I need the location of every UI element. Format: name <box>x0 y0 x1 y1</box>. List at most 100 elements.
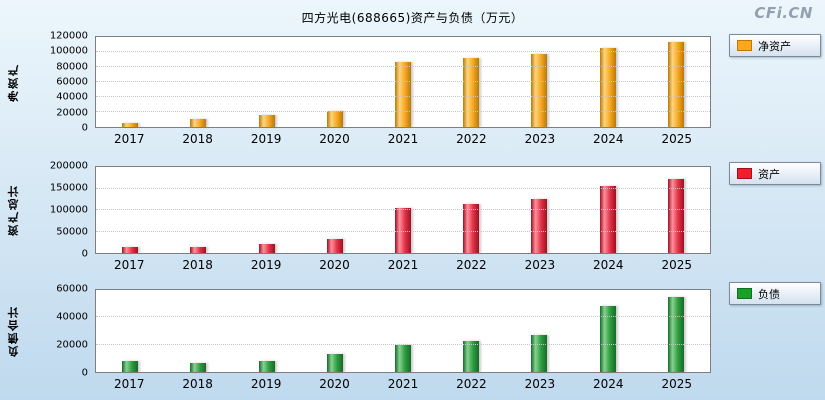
x-tick-label: 2020 <box>319 132 350 146</box>
bars-container <box>96 290 710 372</box>
x-axis-labels: 2017 2018 2019 2020 2021 2022 2023 2024 2025 <box>95 377 711 393</box>
y-axis-title: 净资产 <box>7 62 20 102</box>
x-tick-label: 2017 <box>113 132 145 146</box>
bar-slot <box>369 290 437 372</box>
x-tick-label: 2024 <box>593 377 624 391</box>
y-axis-ticks: 0 50000 100000 150000 200000 <box>34 161 92 260</box>
bar-2020 <box>326 110 343 127</box>
y-tick-label: 20000 <box>56 107 88 119</box>
bar-slot <box>96 37 164 127</box>
bar-2019 <box>258 115 275 127</box>
bar-2018 <box>190 246 207 253</box>
x-tick-label: 2018 <box>182 132 213 146</box>
x-tick-label: 2019 <box>250 258 282 272</box>
bar-slot <box>301 167 369 253</box>
gridline <box>96 81 710 82</box>
bar-2017 <box>122 122 139 127</box>
x-tick-label: 2025 <box>661 258 692 272</box>
plot-area <box>95 166 711 254</box>
x-tick-label: 2021 <box>387 258 419 272</box>
gridline <box>96 230 710 232</box>
bar-2025 <box>667 179 684 253</box>
bar-2018 <box>190 118 207 127</box>
bar-2022 <box>463 203 480 253</box>
bar-2021 <box>394 345 411 372</box>
y-axis-title-box: 净资产 <box>6 36 22 128</box>
x-tick-label: 2023 <box>524 377 556 391</box>
legend: 负债 <box>729 282 821 305</box>
y-axis-title-box: 负债合计 <box>6 289 22 373</box>
bar-slot <box>164 167 232 253</box>
gridline <box>96 187 710 189</box>
bar-slot <box>505 290 573 372</box>
bar-2024 <box>599 47 616 127</box>
x-tick-label: 2021 <box>387 377 419 391</box>
y-tick-label: 200000 <box>49 160 88 172</box>
y-tick-label: 60000 <box>56 283 88 295</box>
x-tick-label: 2022 <box>456 132 487 146</box>
x-axis-labels: 2017 2018 2019 2020 2021 2022 2023 2024 2025 <box>95 258 711 274</box>
cfi-logo: CFi.CN <box>754 4 813 22</box>
legend-swatch <box>737 288 752 299</box>
plot-area <box>95 36 711 128</box>
y-axis-ticks: 0 20000 40000 60000 <box>34 284 92 379</box>
bar-2017 <box>122 361 139 372</box>
page-title: 四方光电(688665)资产与负债（万元） <box>301 11 524 25</box>
bars-container <box>96 37 710 127</box>
bar-slot <box>642 167 710 253</box>
bar-slot <box>164 37 232 127</box>
gridline <box>96 51 710 52</box>
x-tick-label: 2017 <box>113 377 145 391</box>
bar-2022 <box>463 340 480 372</box>
gridline <box>96 316 710 318</box>
legend-label: 负债 <box>758 287 780 301</box>
x-tick-label: 2025 <box>661 132 692 146</box>
bar-slot <box>642 290 710 372</box>
bar-2019 <box>258 361 275 372</box>
x-tick-label: 2020 <box>319 258 350 272</box>
y-tick-label: 40000 <box>56 311 88 323</box>
bar-2025 <box>667 41 684 127</box>
bar-slot <box>164 290 232 372</box>
y-axis-title: 负债合计 <box>7 305 20 357</box>
y-axis-title-box: 资产总计 <box>6 166 22 254</box>
x-tick-label: 2022 <box>456 258 487 272</box>
y-tick-label: 0 <box>81 367 88 379</box>
y-tick-label: 150000 <box>49 182 88 194</box>
x-tick-label: 2023 <box>524 258 556 272</box>
bar-slot <box>574 37 642 127</box>
bar-slot <box>232 290 300 372</box>
y-tick-label: 80000 <box>56 61 88 73</box>
x-tick-label: 2022 <box>456 377 487 391</box>
bar-2020 <box>326 353 343 372</box>
y-tick-label: 0 <box>81 248 88 260</box>
x-tick-label: 2024 <box>593 132 624 146</box>
bar-slot <box>574 290 642 372</box>
gridline <box>96 343 710 345</box>
bar-slot <box>369 167 437 253</box>
bar-slot <box>437 290 505 372</box>
bar-2022 <box>463 58 480 127</box>
bar-slot <box>369 37 437 127</box>
x-tick-label: 2018 <box>182 258 213 272</box>
x-tick-label: 2019 <box>250 377 282 391</box>
bar-2024 <box>599 186 616 253</box>
bar-2023 <box>531 53 548 127</box>
y-tick-label: 100000 <box>49 45 88 57</box>
y-axis-ticks: 0 20000 40000 60000 80000 100000 120000 <box>34 31 92 134</box>
x-tick-label: 2020 <box>319 377 350 391</box>
bar-slot <box>96 290 164 372</box>
x-axis-labels: 2017 2018 2019 2020 2021 2022 2023 2024 2025 <box>95 132 711 148</box>
bars-container <box>96 167 710 253</box>
bar-slot <box>505 37 573 127</box>
y-tick-label: 40000 <box>56 91 88 103</box>
y-axis-title: 资产总计 <box>7 184 20 236</box>
legend: 净资产 <box>729 34 821 57</box>
bar-2020 <box>326 238 343 253</box>
gridline <box>96 96 710 97</box>
bar-2019 <box>258 243 275 253</box>
bar-slot <box>232 37 300 127</box>
y-tick-label: 60000 <box>56 76 88 88</box>
plot-area <box>95 289 711 373</box>
bar-slot <box>96 167 164 253</box>
